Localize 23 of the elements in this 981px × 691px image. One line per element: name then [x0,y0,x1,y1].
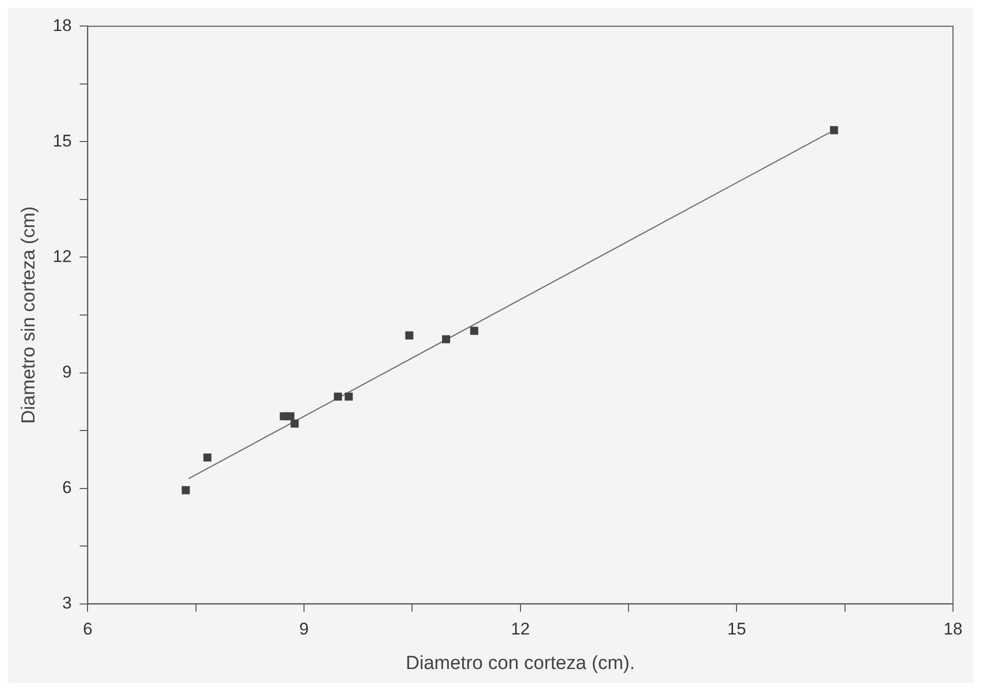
y-tick-label: 15 [52,131,72,150]
point [290,420,299,428]
x-tick-label: 15 [727,620,746,639]
point [182,486,190,494]
point [442,335,450,344]
y-tick-label: 9 [62,362,72,382]
point [344,392,353,401]
point [203,453,212,462]
point [334,392,342,401]
y-tick-label: 3 [62,593,72,612]
y-tick-label: 18 [52,16,72,35]
point [830,126,838,134]
y-tick-label: 12 [52,246,72,266]
x-tick-label: 6 [82,620,92,639]
x-axis-title: Diametro con corteza (cm). [406,652,635,674]
x-tick-label: 18 [944,620,962,639]
y-tick-label: 6 [62,478,72,497]
x-tick-label: 9 [299,620,309,639]
y-axis-title: Diametro sin corteza (cm) [18,206,40,424]
x-tick-label: 12 [510,620,530,639]
point [405,331,414,340]
point [286,412,294,420]
point [470,326,478,335]
